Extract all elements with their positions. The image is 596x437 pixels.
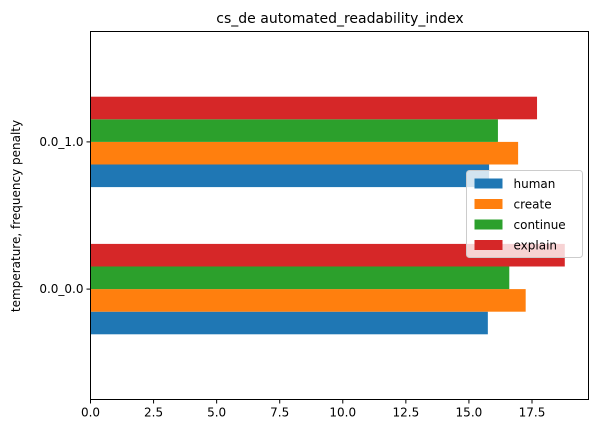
- bar-continue-0.0_1.0: [90, 119, 498, 142]
- y-tick-label: 0.0_1.0: [39, 135, 83, 149]
- legend-swatch-continue: [474, 219, 503, 230]
- bar-create-0.0_0.0: [90, 289, 526, 312]
- y-tick-label: 0.0_0.0: [39, 282, 83, 296]
- bar-human-0.0_1.0: [90, 164, 490, 188]
- x-axis: 0.0 2.5 5.0 7.5 10.0 12.5 15.0 17.5: [81, 399, 546, 420]
- x-tick-label: 17.5: [519, 406, 546, 420]
- x-tick-label: 2.5: [144, 406, 163, 420]
- x-tick-label: 10.0: [329, 406, 356, 420]
- bar-continue-0.0_0.0: [90, 266, 510, 290]
- bars-layer: [90, 96, 565, 335]
- bar-explain-0.0_0.0: [90, 243, 565, 267]
- legend-label-explain: explain: [514, 239, 558, 253]
- bar-human-0.0_0.0: [90, 311, 488, 335]
- x-tick-label: 15.0: [456, 406, 483, 420]
- legend-swatch-explain: [474, 240, 503, 250]
- bar-explain-0.0_1.0: [90, 96, 538, 120]
- x-tick-label: 12.5: [392, 406, 419, 420]
- legend-label-continue: continue: [514, 218, 566, 232]
- legend-swatch-human: [474, 178, 503, 189]
- legend-label-human: human: [514, 177, 556, 191]
- y-axis-label: temperature, frequency penalty: [9, 120, 23, 312]
- legend-label-create: create: [514, 198, 552, 212]
- legend-box: [466, 170, 583, 258]
- chart-title: cs_de automated_readability_index: [216, 11, 463, 27]
- x-tick-label: 0.0: [81, 406, 100, 420]
- y-axis: 0.0_0.0 0.0_1.0: [39, 135, 91, 296]
- x-tick-label: 7.5: [270, 406, 289, 420]
- x-tick-label: 5.0: [207, 406, 226, 420]
- plot-frame: [90, 31, 589, 400]
- legend-swatch-create: [474, 199, 503, 209]
- bar-create-0.0_1.0: [90, 141, 519, 165]
- legend: human create continue explain: [466, 170, 583, 258]
